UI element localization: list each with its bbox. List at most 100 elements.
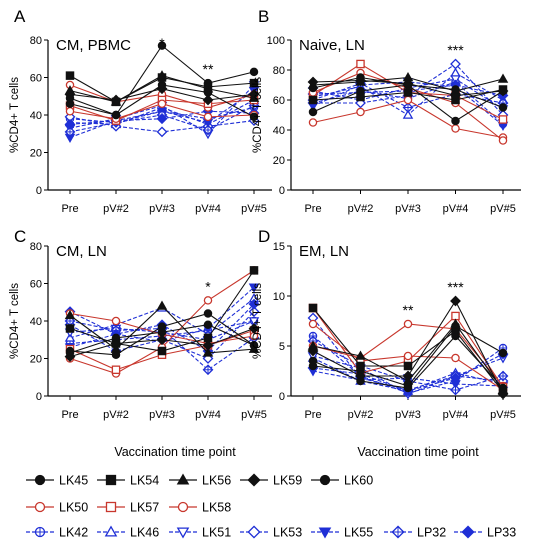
x-axis-label-right: Vaccination time point [357, 445, 479, 459]
data-point-LK53 [450, 58, 461, 70]
series-LK60 [65, 320, 259, 358]
data-point-LK50 [308, 118, 318, 127]
x-tick-label: pV#4 [195, 203, 221, 215]
data-point-LK60 [356, 376, 365, 386]
data-point-LK60 [111, 110, 121, 120]
data-point-LK54 [65, 71, 75, 80]
panel-title: CM, PBMC [56, 37, 131, 54]
series-line-LK46 [69, 99, 255, 125]
x-tick-label: Pre [61, 409, 78, 421]
legend-label: LK60 [344, 474, 373, 488]
panel-letter: A [14, 7, 26, 26]
legend-item-LK57: LK57 [97, 501, 159, 515]
series-line-LK55 [312, 370, 504, 387]
data-point-LP33 [64, 118, 76, 130]
data-point-LK58 [111, 316, 121, 326]
significance-marker: ** [203, 61, 214, 77]
data-point-LK59 [307, 76, 319, 88]
legend-label: LK42 [59, 526, 88, 540]
legend-marker-LK58 [177, 501, 189, 513]
series-LK56 [64, 300, 260, 357]
legend-marker-LK54 [105, 474, 117, 486]
legend-item-LK60: LK60 [311, 474, 373, 488]
legend-item-LK55: LK55 [311, 526, 373, 540]
data-point-LK56 [202, 347, 214, 357]
data-point-LK59 [156, 334, 168, 346]
data-point-LK60 [308, 107, 318, 117]
x-tick-label: pV#5 [241, 409, 267, 421]
y-tick-label: 60 [30, 279, 42, 291]
data-point-LK60 [451, 331, 460, 341]
series-line-LK53 [313, 63, 504, 116]
x-tick-label: pV#2 [348, 203, 374, 215]
legend-marker-LK45 [34, 474, 46, 486]
data-point-LK59 [355, 75, 366, 86]
data-point-LK54 [249, 78, 259, 88]
legend-item-LK56: LK56 [169, 474, 231, 488]
x-tick-label: pV#4 [443, 203, 469, 215]
data-point-LK56 [497, 73, 509, 83]
data-point-LK60 [403, 383, 413, 393]
data-point-LK58 [451, 353, 460, 363]
y-tick-label: 80 [30, 35, 42, 47]
legend-label: LK46 [130, 526, 159, 540]
significance-marker: * [205, 278, 211, 294]
y-tick-label: 5 [279, 341, 285, 353]
legend-item-LK54: LK54 [97, 474, 159, 488]
significance-marker: ** [403, 302, 414, 318]
y-tick-label: 0 [36, 391, 42, 403]
y-axis-label: %CD4+ T cells [252, 77, 264, 153]
legend-item-LK46: LK46 [97, 526, 159, 540]
data-point-LK58 [65, 107, 75, 116]
panel-B: B Naive, LN 0 20 40 60 80 100 %CD4+ T cells Pre pV… [252, 7, 521, 215]
legend-label: LK55 [344, 526, 373, 540]
legend-item-LK42: LK42 [26, 526, 88, 540]
data-point-LK60 [65, 348, 75, 358]
y-tick-label: 15 [273, 241, 285, 253]
data-point-LK60 [498, 103, 508, 112]
legend-item-LK58: LK58 [169, 501, 231, 515]
legend-marker-LP33 [461, 525, 475, 539]
legend-marker-LK51 [176, 527, 190, 539]
data-point-LK60 [157, 80, 167, 90]
x-tick-label: pV#2 [348, 409, 374, 421]
data-point-LK57 [111, 365, 121, 374]
data-point-LK54 [403, 88, 413, 97]
y-axis-label: %CD4+ T cells [9, 77, 21, 153]
y-tick-label: 100 [267, 35, 285, 47]
legend-item-LK51: LK51 [169, 526, 231, 540]
x-axis-label-left: Vaccination time point [114, 445, 236, 459]
data-point-LK53 [248, 306, 260, 318]
series-line-LK46 [312, 357, 504, 392]
x-tick-label: pV#5 [241, 203, 267, 215]
data-point-LK51 [248, 317, 260, 327]
legend-item-LK50: LK50 [26, 501, 88, 515]
data-point-LP33 [450, 372, 461, 384]
data-point-LK60 [157, 327, 167, 337]
data-point-LP33 [156, 113, 168, 125]
x-tick-label: pV#3 [395, 409, 421, 421]
legend-marker-LK57 [105, 501, 117, 513]
data-point-LK50 [403, 319, 413, 329]
y-tick-label: 80 [273, 65, 285, 77]
data-point-LK58 [498, 136, 508, 145]
x-tick-label: pV#2 [103, 203, 129, 215]
panel-A: A CM, PBMC 0 20 40 60 80 %CD4+ T cells Pre pV#2 pV… [9, 7, 272, 215]
data-point-LK45 [157, 41, 167, 50]
panel-title: Naive, LN [299, 37, 365, 54]
legend-marker-LK56 [176, 473, 190, 485]
data-point-LP33 [248, 298, 260, 310]
panel-title: CM, LN [56, 243, 107, 260]
series-line-LP33 [312, 84, 504, 97]
y-tick-label: 20 [30, 354, 42, 366]
data-point-LK59 [497, 85, 509, 97]
data-point-LK45 [498, 348, 508, 358]
x-tick-label: pV#5 [490, 203, 516, 215]
data-point-LK60 [203, 88, 213, 97]
data-point-LK53 [156, 126, 168, 138]
data-point-LK59 [307, 345, 319, 357]
data-point-LK50 [403, 95, 413, 105]
data-point-LK59 [450, 90, 461, 101]
legend-label: LP33 [487, 526, 516, 540]
data-point-LK46 [402, 109, 414, 119]
